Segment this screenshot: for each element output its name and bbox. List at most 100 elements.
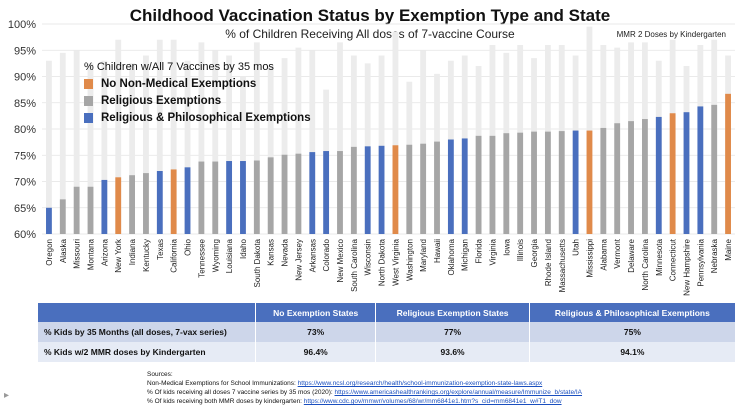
bar (378, 145, 385, 234)
x-tick-label: North Carolina (641, 238, 650, 290)
table-header-cell: No Exemption States (255, 303, 377, 322)
bar (198, 161, 205, 234)
bar (253, 160, 260, 234)
summary-table: No Exemption States Religious Exemption … (38, 303, 737, 362)
x-tick-label: Louisiana (225, 238, 234, 273)
mmr-bar (226, 55, 233, 234)
bar (87, 186, 94, 234)
legend-item-religious: Religious Exemptions (84, 95, 311, 107)
table-header-cell: Religious Exemption States (375, 303, 530, 322)
table-cell: 77% (375, 322, 530, 342)
bar (115, 177, 122, 234)
mmr-bar (350, 55, 357, 234)
y-tick-label: 60% (14, 229, 36, 241)
bar (503, 133, 510, 234)
mmr-bar (46, 60, 52, 234)
y-tick-label: 100% (8, 19, 36, 31)
bar (184, 167, 191, 234)
table-row-label: % Kids w/2 MMR doses by Kindergarten (38, 342, 256, 362)
bar (586, 130, 593, 234)
x-tick-label: Wisconsin (364, 239, 373, 275)
legend-label: Religious & Philosophical Exemptions (101, 112, 311, 124)
mmr-bar (59, 52, 66, 234)
x-tick-label: Iowa (502, 238, 511, 255)
x-tick-label: Alabama (599, 238, 608, 270)
x-tick-label: South Dakota (253, 238, 262, 287)
mmr-bar (267, 66, 274, 234)
x-tick-label: Kentucky (142, 239, 151, 272)
bar (531, 131, 537, 234)
bar (226, 161, 233, 234)
bar (614, 123, 621, 234)
table-cell: 75% (529, 322, 737, 342)
bar (156, 171, 163, 234)
x-tick-label: New Hampshire (682, 238, 691, 295)
legend-title: % Children w/All 7 Vaccines by 35 mos (84, 61, 274, 73)
bar (683, 112, 690, 234)
x-tick-label: Alaska (59, 238, 68, 263)
bar (697, 106, 704, 234)
mmr-bar (295, 47, 302, 234)
x-tick-label: Florida (475, 238, 484, 263)
table-header-cell (38, 303, 256, 322)
bar (600, 127, 607, 234)
mmr-bar (253, 42, 260, 234)
mmr-bar (101, 60, 108, 234)
legend-label: No Non-Medical Exemptions (101, 78, 257, 90)
mmr-bar (281, 58, 288, 234)
x-tick-label: Arkansas (308, 239, 317, 272)
bar (337, 151, 343, 234)
bar (281, 154, 288, 234)
legend-swatch-orange (84, 79, 93, 89)
cursor-icon: ▸ (4, 390, 10, 401)
bar (517, 132, 524, 234)
bar (489, 135, 496, 234)
mmr-bar (378, 55, 385, 234)
bar (434, 141, 440, 234)
x-tick-label: Michigan (461, 239, 470, 271)
x-tick-label: Georgia (530, 238, 539, 267)
x-tick-label: California (170, 238, 179, 272)
mmr-series-label: MMR 2 Doses by Kindergarten (616, 30, 726, 39)
table-cell: 73% (255, 322, 377, 342)
bar (392, 145, 399, 234)
bar (267, 157, 274, 234)
x-tick-label: Connecticut (669, 238, 678, 281)
chart-title: Childhood Vaccination Status by Exemptio… (129, 6, 611, 25)
x-tick-label: New York (114, 238, 123, 273)
table-header-cell: Religious & Philosophical Exemptions (529, 303, 737, 322)
table-row-label: % Kids by 35 Months (all doses, 7-vax se… (38, 322, 256, 342)
source-text: Non-Medical Exemptions for School Immuni… (147, 380, 298, 387)
bar-chart: 60% 65% 70% 75% 80% 85% 90% 95% 100% Oregon Alaska… (8, 19, 735, 296)
x-tick-label: Rhode Island (544, 239, 553, 286)
table-row: % Kids by 35 Months (all doses, 7-vax se… (38, 322, 737, 342)
mmr-bar (212, 50, 219, 234)
x-tick-label: Nevada (281, 238, 290, 266)
x-tick-label: Mississippi (585, 239, 594, 278)
source-text: % Of kids receiving all doses 7 vaccine … (147, 389, 335, 396)
y-tick-label: 95% (14, 45, 36, 57)
bar (73, 186, 80, 234)
source-line: % Of kids receiving all doses 7 vaccine … (147, 388, 582, 397)
bar (655, 116, 662, 234)
mmr-bar (337, 42, 343, 234)
x-tick-label: Tennessee (197, 238, 206, 277)
table-row: % Kids w/2 MMR doses by Kindergarten 96.… (38, 342, 737, 362)
source-link[interactable]: https://www.americashealthrankings.org/e… (334, 389, 583, 396)
y-tick-label: 70% (14, 177, 36, 189)
y-tick-label: 80% (14, 124, 36, 136)
x-tick-label: Virginia (488, 238, 497, 265)
table-header-row: No Exemption States Religious Exemption … (38, 303, 737, 322)
bar (59, 199, 66, 234)
bar (628, 121, 634, 234)
bar (406, 144, 413, 234)
x-tick-label: West Virginia (391, 238, 400, 285)
bar (212, 161, 219, 234)
source-link[interactable]: https://www.ncsl.org/research/health/sch… (297, 380, 543, 387)
source-link[interactable]: https://www.cdc.gov/mmwr/volumes/68/wr/m… (303, 398, 562, 405)
x-tick-label: Hawaii (433, 239, 442, 263)
sources-heading: Sources: (147, 371, 173, 378)
bar (323, 151, 330, 234)
bar (240, 161, 246, 234)
x-tick-label: Idaho (239, 238, 248, 259)
